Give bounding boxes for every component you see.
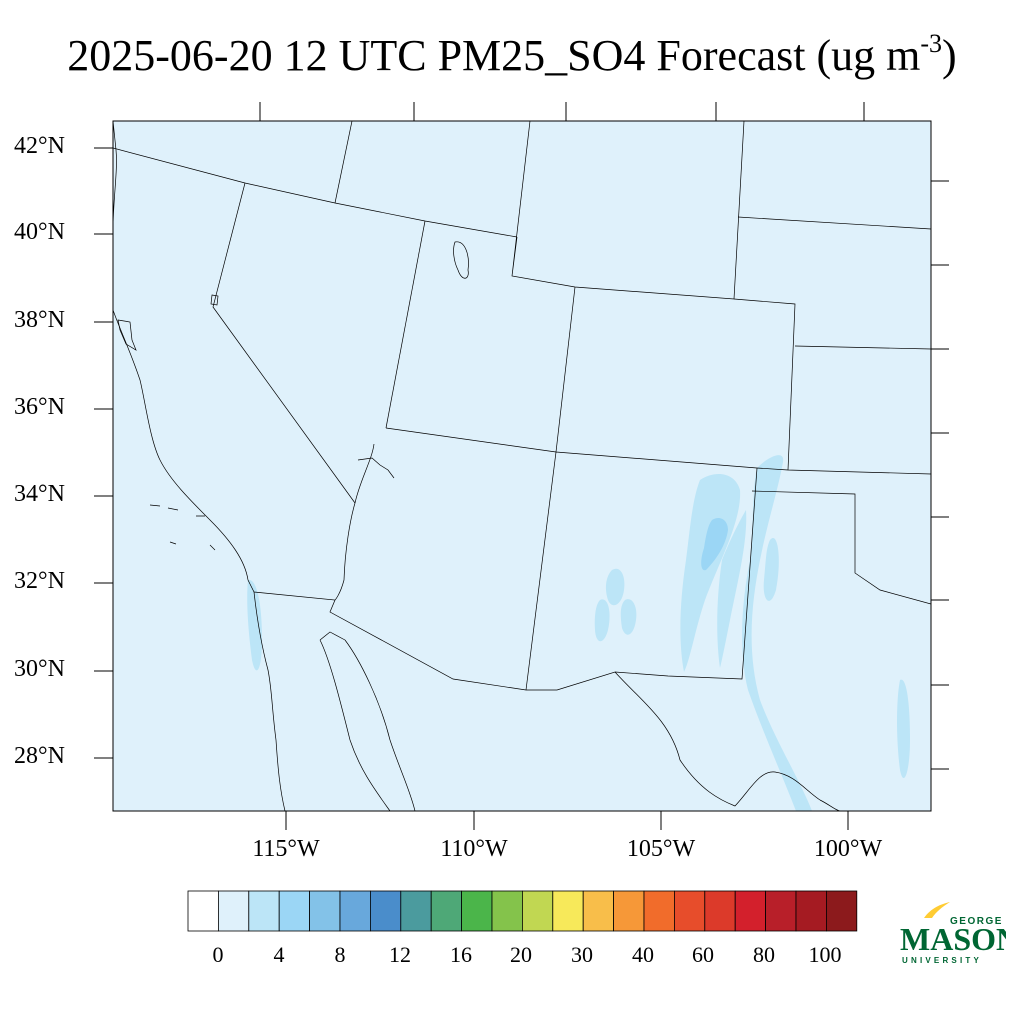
colorbar-swatch-19	[765, 890, 797, 932]
colorbar-swatch-7	[400, 890, 432, 932]
colorbar-swatch-2	[248, 890, 280, 932]
colorbar	[187, 890, 858, 932]
lon-label-100w: 100°W	[813, 836, 883, 862]
lat-label-34: 34°N	[14, 481, 65, 507]
title-text: 2025-06-20 12 UTC PM25_SO4 Forecast (ug …	[67, 31, 921, 80]
boundary-arizona-california-river	[334, 443, 375, 601]
boundary-california-nevada	[212, 182, 356, 504]
boundary-colorado-east	[733, 216, 931, 471]
lon-label-105w: 105°W	[626, 836, 696, 862]
colorbar-label-0: 0	[212, 942, 224, 967]
contour-level-2-west-texas	[742, 455, 812, 811]
contour-level-2-ridge	[717, 510, 747, 668]
colorbar-swatch-20	[795, 890, 827, 932]
lat-label-38: 38°N	[14, 307, 65, 333]
channel-islands	[149, 504, 216, 551]
contour-level-2-patch-d	[763, 538, 779, 601]
lat-label-36: 36°N	[14, 394, 65, 420]
map-area	[113, 121, 931, 811]
title-close: )	[942, 31, 957, 80]
colorbar-label-100: 100	[808, 942, 842, 967]
colorbar-swatch-4	[309, 890, 341, 932]
lat-label-32: 32°N	[14, 568, 65, 594]
gmu-logo: GEORGE MASON UNIVERSITY	[900, 902, 1006, 965]
colorbar-label-4: 4	[273, 942, 285, 967]
colorbar-label-8: 8	[334, 942, 346, 967]
contour-level-2-patch-a	[605, 568, 625, 606]
colorbar-swatch-5	[339, 890, 371, 932]
lon-label-110w: 110°W	[440, 836, 508, 862]
colorbar-swatch-15	[643, 890, 675, 932]
colorbar-swatch-12	[552, 890, 584, 932]
logo-middle-text: MASON	[900, 921, 1006, 957]
lat-label-30: 30°N	[14, 656, 65, 682]
title-exponent: -3	[920, 29, 943, 58]
contour-level-2-patch-c	[620, 599, 637, 635]
lat-label-42: 42°N	[14, 133, 65, 159]
map-frame	[112, 120, 932, 812]
logo-bottom-text: UNIVERSITY	[902, 956, 982, 965]
colorbar-swatch-21	[826, 890, 858, 932]
logo-top-text: GEORGE	[950, 916, 1003, 927]
colorbar-label-60: 60	[692, 942, 714, 967]
colorbar-swatch-3	[278, 890, 311, 932]
colorbar-swatch-13	[582, 890, 615, 932]
colorbar-label-80: 80	[753, 942, 775, 967]
contour-level-2-patch-f	[247, 579, 262, 671]
political-boundaries	[113, 121, 931, 811]
colorbar-swatch-0	[187, 890, 219, 932]
colorbar-swatch-8	[430, 890, 463, 932]
colorbar-label-16: 16	[450, 942, 472, 967]
lat-label-40: 40°N	[14, 219, 65, 245]
map-background	[113, 121, 931, 811]
lake-great-salt	[453, 241, 469, 279]
colorbar-swatch-16	[674, 890, 706, 932]
colorbar-label-20: 20	[510, 942, 532, 967]
boundary-newmexico-texas	[614, 467, 758, 680]
page-title: 2025-06-20 12 UTC PM25_SO4 Forecast (ug …	[0, 26, 1024, 86]
so4-concentration-contours	[247, 455, 910, 811]
axis-ticks	[94, 102, 949, 830]
colorbar-label-12: 12	[389, 942, 411, 967]
colorbar-swatch-9	[461, 890, 493, 932]
contour-level-2-patch-e	[897, 679, 910, 779]
coastline-sf-bay	[117, 319, 137, 351]
boundary-us-mexico	[253, 591, 821, 807]
logo-swoosh-icon	[924, 902, 950, 918]
coastline-california	[113, 121, 286, 811]
lon-label-115w: 115°W	[252, 836, 320, 862]
lake-mead	[357, 457, 395, 479]
colorbar-swatch-17	[704, 890, 736, 932]
colorbar-swatch-11	[522, 890, 554, 932]
lake-tahoe	[210, 294, 219, 306]
coastline-gulf-of-california	[319, 631, 416, 811]
boundary-texas-oklahoma	[751, 490, 931, 605]
contour-level-3-core	[701, 518, 728, 571]
boundary-nevada-utah	[385, 220, 426, 429]
contour-level-2-patch-b	[594, 599, 610, 642]
colorbar-label-40: 40	[632, 942, 654, 967]
lat-label-28: 28°N	[14, 743, 65, 769]
colorbar-swatch-6	[369, 890, 402, 932]
colorbar-swatch-10	[491, 890, 523, 932]
colorbar-swatch-1	[217, 890, 250, 932]
colorbar-swatch-18	[734, 890, 767, 932]
colorbar-label-30: 30	[571, 942, 593, 967]
colorbar-swatch-14	[613, 890, 645, 932]
